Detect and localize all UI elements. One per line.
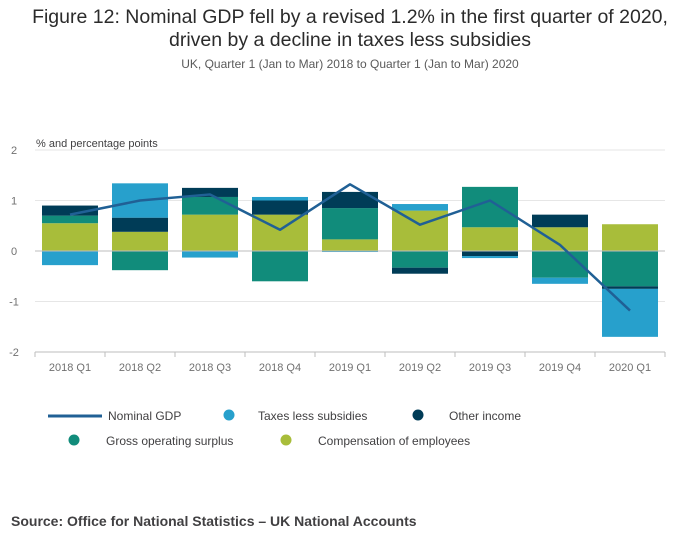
bar-segment — [42, 215, 98, 224]
legend-swatch-gross-operating-surplus — [68, 434, 80, 446]
bar-segment — [532, 227, 588, 251]
legend-item-nominal-gdp: Nominal GDP — [48, 409, 181, 423]
bar-segment — [602, 286, 658, 289]
bar-segment — [462, 256, 518, 259]
y-axis-label: % and percentage points — [36, 138, 158, 150]
bar-segment — [532, 214, 588, 228]
chart-title-line-2: driven by a decline in taxes less subsid… — [168, 29, 532, 51]
x-axis-ticks: 2018 Q1 2018 Q2 2018 Q3 2018 Q4 2019 Q1 2019 … — [34, 352, 666, 374]
source-note: Source: Office for National Statistics –… — [11, 513, 417, 529]
legend: Nominal GDP Taxes less subsidies Other i… — [48, 409, 521, 448]
bar-segment — [392, 251, 448, 268]
bar-segment — [182, 187, 238, 197]
y-tick-label: -1 — [9, 297, 19, 309]
bar-segment — [392, 204, 448, 211]
bar-segment — [252, 251, 308, 282]
legend-label-gross-operating-surplus: Gross operating surplus — [106, 434, 233, 448]
legend-item-gross-operating-surplus: Gross operating surplus — [68, 434, 233, 448]
bar-segment — [602, 288, 658, 337]
y-axis-ticks: 2 1 0 -1 -2 — [9, 145, 19, 359]
legend-label-other-income: Other income — [449, 409, 521, 423]
bar-segment — [532, 251, 588, 278]
bar-segment — [182, 214, 238, 251]
bar-segment — [602, 224, 658, 251]
legend-swatch-taxes — [223, 409, 235, 421]
chart-subtitle: UK, Quarter 1 (Jan to Mar) 2018 to Quart… — [181, 57, 519, 71]
legend-swatch-other-income — [412, 409, 424, 421]
bar-segment — [112, 231, 168, 251]
stacked-bars — [42, 183, 658, 337]
legend-label-taxes: Taxes less subsidies — [258, 409, 367, 423]
bar-segment — [322, 239, 378, 251]
x-tick-label: 2018 Q2 — [119, 362, 161, 374]
bar-segment — [322, 191, 378, 209]
bar-segment — [252, 196, 308, 201]
bar-segment — [112, 251, 168, 271]
bar-segment — [182, 196, 238, 215]
x-tick-label: 2019 Q3 — [469, 362, 511, 374]
legend-item-compensation-of-employees: Compensation of employees — [280, 434, 470, 448]
bar-segment — [42, 223, 98, 251]
nominal-gdp-line — [69, 183, 631, 312]
bar-segment — [42, 205, 98, 216]
legend-label-nominal-gdp: Nominal GDP — [108, 409, 181, 423]
bar-segment — [182, 251, 238, 258]
y-tick-label: 1 — [11, 196, 17, 208]
x-tick-label: 2019 Q4 — [539, 362, 581, 374]
bar-segment — [112, 217, 168, 232]
x-tick-label: 2018 Q4 — [259, 362, 301, 374]
bar-segment — [42, 251, 98, 266]
legend-label-compensation: Compensation of employees — [318, 434, 470, 448]
bar-segment — [532, 277, 588, 284]
bar-segment — [462, 251, 518, 257]
y-tick-label: 2 — [11, 145, 17, 157]
x-tick-label: 2018 Q3 — [189, 362, 231, 374]
legend-swatch-compensation — [280, 434, 292, 446]
legend-item-taxes-less-subsidies: Taxes less subsidies — [223, 409, 367, 423]
bar-segment — [252, 200, 308, 215]
x-tick-label: 2019 Q2 — [399, 362, 441, 374]
bar-segment — [602, 251, 658, 287]
bar-segment — [392, 267, 448, 274]
bar-segment — [322, 251, 378, 253]
bar-segment — [462, 227, 518, 251]
bar-segment — [322, 208, 378, 240]
x-tick-label: 2018 Q1 — [49, 362, 91, 374]
x-tick-label: 2019 Q1 — [329, 362, 371, 374]
x-tick-label: 2020 Q1 — [609, 362, 651, 374]
chart-title: Figure 12: Nominal GDP fell by a revised… — [0, 6, 700, 52]
y-tick-label: 0 — [11, 246, 17, 258]
y-tick-label: -2 — [9, 347, 19, 359]
chart-title-line-1: Figure 12: Nominal GDP fell by a revised… — [32, 6, 668, 28]
legend-item-other-income: Other income — [412, 409, 521, 423]
gdp-contributions-chart: % and percentage points 210-1-2 2018 Q1 2… — [9, 138, 666, 448]
